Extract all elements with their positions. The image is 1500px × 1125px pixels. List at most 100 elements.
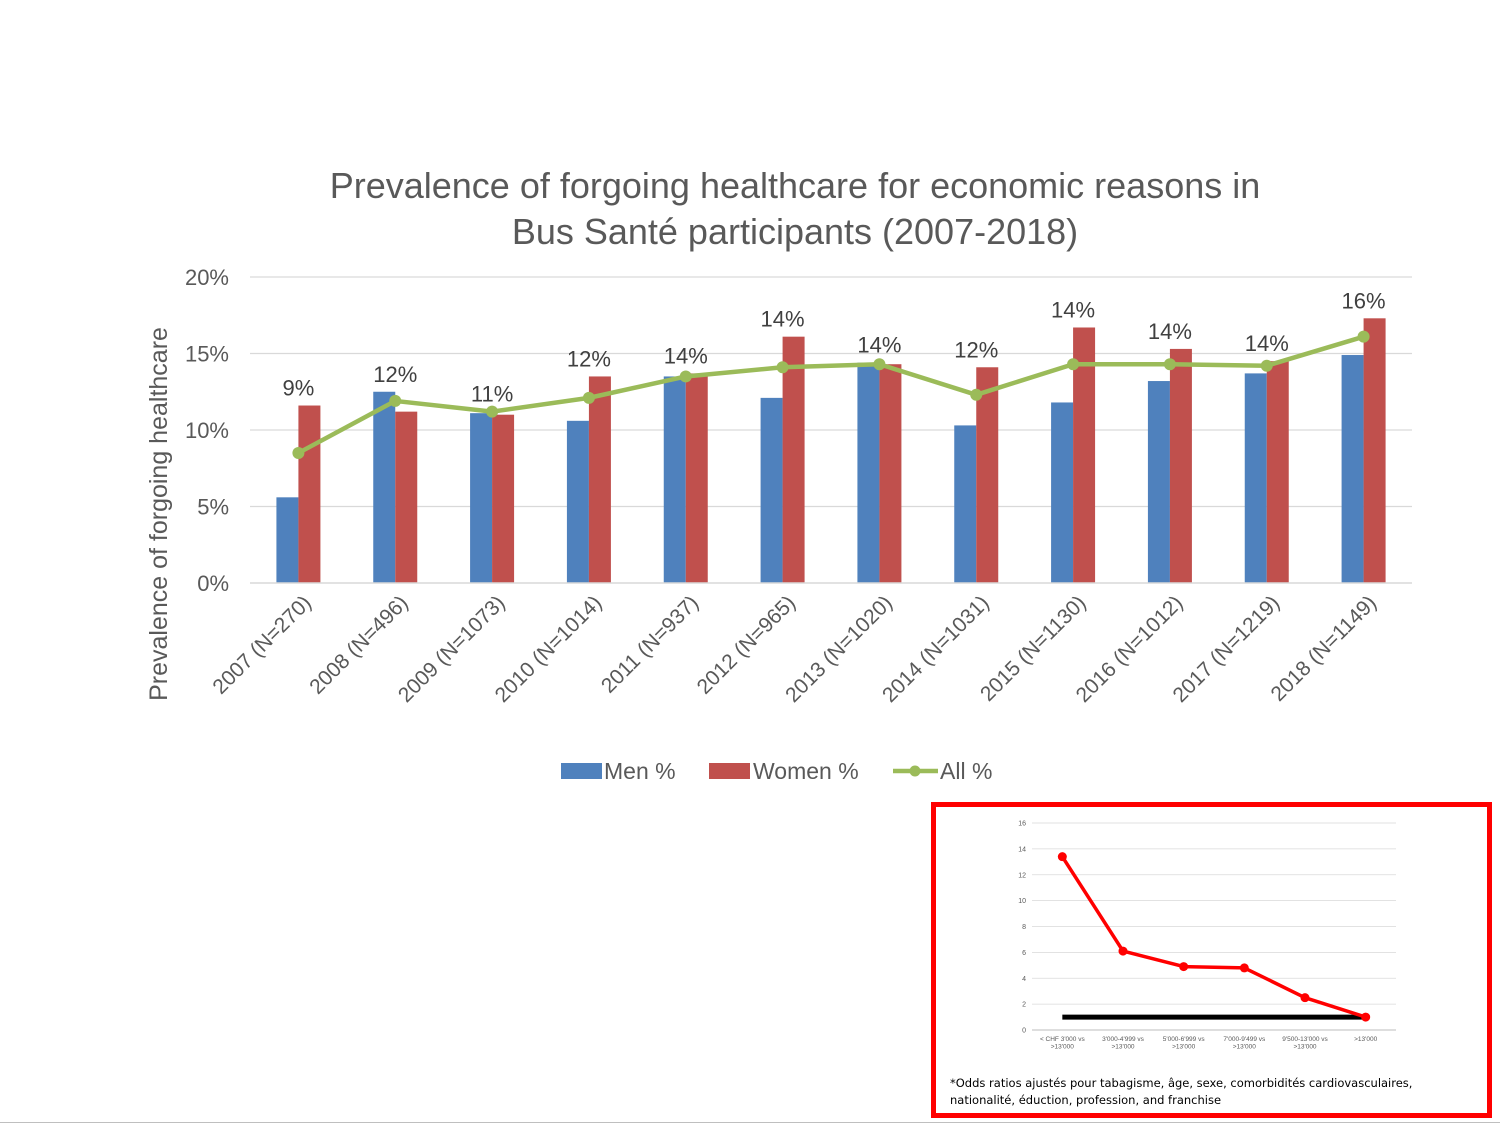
bar-men [954, 425, 977, 583]
marker-all [389, 394, 402, 407]
inset-odds-marker [1361, 1012, 1371, 1022]
inset-x-category-label: 9'500-13'000 vs [1282, 1036, 1328, 1043]
inset-x-category-label: 7'000-9'499 vs [1223, 1036, 1266, 1043]
y-tick-label: 5% [197, 495, 229, 520]
inset-odds-marker [1057, 852, 1067, 862]
inset-y-tick-label: 4 [1022, 976, 1026, 983]
bar-men [566, 420, 589, 583]
marker-all [1260, 359, 1273, 372]
bar-women [1073, 327, 1096, 583]
data-label-all: 14% [1148, 319, 1192, 344]
inset-y-tick-label: 6 [1022, 950, 1026, 957]
inset-y-tick-label: 12 [1018, 872, 1026, 879]
main-chart: Prevalence of forgoing healthcare for ec… [145, 165, 1412, 784]
bar-women [879, 364, 902, 583]
marker-all [1163, 358, 1176, 371]
marker-all [679, 370, 692, 383]
inset-odds-marker [1300, 993, 1310, 1003]
inset-y-tick-label: 0 [1022, 1028, 1026, 1035]
data-label-all: 12% [567, 346, 611, 371]
x-category-label: 2007 (N=270) [208, 591, 315, 698]
gridlines [250, 276, 1412, 508]
marker-all [1067, 358, 1080, 371]
inset-footnote: *Odds ratios ajustés pour tabagisme, âge… [950, 1076, 1413, 1107]
bar-men [857, 362, 880, 583]
bar-men [470, 413, 493, 583]
x-axis-categories: 2007 (N=270)2008 (N=496)2009 (N=1073)201… [208, 591, 1381, 707]
inset-y-tick-label: 8 [1022, 924, 1026, 931]
inset-x-category-label: >13'000 [1233, 1044, 1256, 1051]
legend-swatch-men [561, 763, 602, 779]
x-category-label: 2008 (N=496) [305, 591, 412, 698]
bar-women [685, 373, 708, 583]
marker-all [486, 405, 499, 418]
marker-all [1357, 330, 1370, 343]
data-label-all: 12% [954, 337, 998, 362]
data-label-all: 9% [283, 376, 315, 401]
legend-label-all: All % [940, 758, 992, 784]
x-category-label: 2018 (N=1149) [1266, 591, 1381, 706]
slide-bottom-rule [0, 1122, 1500, 1123]
bar-women [395, 411, 418, 583]
data-label-all: 12% [373, 362, 417, 387]
y-tick-label: 0% [197, 571, 229, 596]
marker-all [970, 388, 983, 401]
data-label-all: 16% [1342, 288, 1386, 313]
data-label-all: 14% [761, 307, 805, 332]
legend-swatch-women [709, 763, 750, 779]
bar-women [782, 336, 805, 583]
inset-y-tick-label: 16 [1018, 821, 1026, 828]
inset-odds-line [1057, 852, 1371, 1022]
inset-x-category-label: < CHF 3'000 vs [1040, 1036, 1086, 1043]
bar-women [1169, 348, 1192, 583]
inset-x-category-label: >13'000 [1051, 1044, 1074, 1051]
bar-men [276, 497, 299, 583]
y-tick-label: 10% [185, 418, 229, 443]
inset-panel: 0 2 4 6 8 10 12 14 16 < CHF 3'000 vs >13'000 3'000… [931, 802, 1492, 1118]
legend-swatch-all-marker [909, 765, 921, 777]
legend-label-men: Men % [604, 758, 676, 784]
inset-y-tick-label: 14 [1018, 846, 1026, 853]
y-axis-label: Prevalence of forgoing healthcare [145, 327, 173, 701]
y-tick-label: 15% [185, 342, 229, 367]
bar-men [1051, 402, 1074, 583]
all-line [292, 330, 1370, 459]
bar-men [663, 376, 686, 583]
data-label-all: 14% [664, 343, 708, 368]
bar-men [760, 397, 783, 583]
bar-men [1244, 373, 1267, 583]
bar-women [1266, 361, 1289, 583]
data-label-all: 14% [1245, 331, 1289, 356]
bar-men [1147, 381, 1170, 583]
marker-all [776, 361, 789, 374]
chart-title-line-2: Bus Santé participants (2007-2018) [512, 211, 1078, 252]
chart-title-line-1: Prevalence of forgoing healthcare for ec… [330, 165, 1261, 206]
bar-women [976, 367, 999, 583]
legend: Men % Women % All % [561, 758, 992, 784]
inset-y-tick-label: 10 [1018, 898, 1026, 905]
x-category-label: 2012 (N=965) [693, 591, 800, 698]
bar-men [1341, 355, 1364, 583]
data-labels: 9% 12% 11% 12% 14% 14% 14% 12% 14% 14% 14% 16% [283, 288, 1386, 406]
data-label-all: 14% [1051, 297, 1095, 322]
inset-x-category-label: >13'000 [1111, 1044, 1134, 1051]
inset-odds-marker [1239, 963, 1249, 973]
marker-all [582, 391, 595, 404]
inset-odds-marker [1118, 946, 1128, 956]
inset-y-axis-ticks: 0 2 4 6 8 10 12 14 16 [1018, 821, 1026, 1035]
inset-x-category-label: >13'000 [1293, 1044, 1316, 1051]
inset-y-tick-label: 2 [1022, 1002, 1026, 1009]
legend-label-women: Women % [753, 758, 859, 784]
inset-x-category-label: >13'000 [1354, 1036, 1377, 1043]
bars [276, 318, 1386, 583]
data-label-all: 11% [471, 382, 513, 407]
inset-x-category-label: 3'000-4'999 vs [1102, 1036, 1145, 1043]
inset-odds-marker [1179, 962, 1189, 972]
inset-x-category-label: 5'000-6'999 vs [1163, 1036, 1206, 1043]
bar-men [373, 391, 396, 583]
series-line-all [297, 334, 1365, 455]
marker-all [292, 446, 305, 459]
marker-all [873, 358, 886, 371]
x-category-label: 2011 (N=937) [597, 591, 703, 697]
